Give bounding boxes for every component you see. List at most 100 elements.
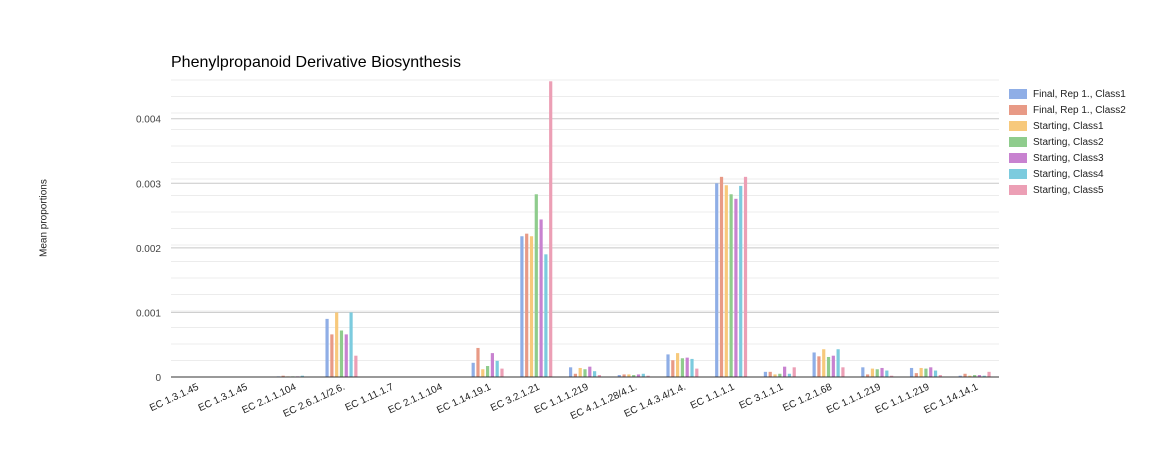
bar — [977, 375, 982, 377]
bar — [773, 374, 777, 377]
bar — [349, 312, 353, 377]
bar — [919, 367, 923, 377]
bar — [729, 194, 733, 377]
chart-legend: Final, Rep 1., Class1 Final, Rep 1., Clas… — [1009, 86, 1126, 198]
bar — [768, 371, 772, 377]
bar — [866, 374, 870, 377]
bar — [817, 356, 821, 377]
legend-swatch — [1009, 105, 1027, 115]
bar — [929, 367, 933, 377]
x-tick-label: EC 1.3.1.45 — [148, 382, 201, 414]
legend-swatch — [1009, 153, 1027, 163]
legend-label: Starting, Class1 — [1033, 120, 1104, 132]
bar — [763, 371, 768, 377]
bar — [583, 369, 587, 377]
bar — [885, 370, 889, 377]
bar — [500, 368, 504, 377]
x-tick-label: EC 2.1.1.104 — [387, 382, 445, 417]
legend-item: Starting, Class1 — [1009, 118, 1126, 134]
legend-swatch — [1009, 169, 1027, 179]
bar — [622, 374, 626, 377]
bar — [481, 369, 485, 377]
bar — [861, 367, 865, 377]
bar — [890, 375, 894, 377]
x-tick-label: EC 1.1.1.219 — [825, 382, 883, 417]
y-tick-label: 0 — [155, 373, 161, 384]
bar — [787, 373, 792, 377]
bar — [617, 375, 621, 377]
bar — [569, 367, 573, 377]
bar — [982, 375, 986, 377]
bar — [826, 356, 831, 377]
bar — [778, 373, 782, 377]
bar — [330, 334, 334, 377]
bar — [836, 349, 840, 377]
bar — [875, 369, 879, 377]
y-tick-label: 0.004 — [136, 115, 161, 126]
bar — [344, 334, 348, 377]
legend-label: Starting, Class4 — [1033, 168, 1104, 180]
bar — [870, 368, 875, 377]
bar — [549, 81, 553, 377]
x-tick-label: EC 1.1.1.1 — [689, 382, 737, 412]
bar — [335, 312, 339, 377]
y-tick-label: 0.003 — [136, 179, 161, 190]
bar — [588, 366, 592, 377]
bar — [281, 375, 285, 377]
bar — [490, 353, 494, 377]
legend-label: Final, Rep 1., Class1 — [1033, 88, 1126, 100]
bar — [783, 366, 787, 377]
bar — [719, 176, 724, 377]
x-tick-label: EC 3.1.1.1 — [738, 382, 786, 412]
legend-swatch — [1009, 121, 1027, 131]
legend-item: Final, Rep 1., Class1 — [1009, 86, 1126, 102]
bar — [880, 367, 884, 377]
legend-item: Starting, Class4 — [1009, 166, 1126, 182]
y-tick-label: 0.002 — [136, 244, 161, 255]
bar — [963, 373, 967, 377]
bar — [743, 176, 748, 377]
y-tick-label: 0.001 — [136, 308, 161, 319]
legend-label: Starting, Class2 — [1033, 136, 1104, 148]
bar — [958, 375, 962, 377]
bar — [597, 375, 601, 377]
legend-item: Starting, Class3 — [1009, 150, 1126, 166]
bar — [933, 370, 938, 377]
legend-label: Starting, Class3 — [1033, 152, 1104, 164]
bar — [841, 367, 845, 377]
bar — [632, 375, 636, 377]
legend-label: Final, Rep 1., Class2 — [1033, 104, 1126, 116]
bar — [325, 318, 329, 377]
bar — [914, 373, 918, 377]
legend-swatch — [1009, 89, 1027, 99]
bar — [715, 183, 719, 377]
bar — [520, 236, 524, 377]
x-tick-label: EC 1.14.19.1 — [435, 382, 493, 417]
legend-label: Starting, Class5 — [1033, 184, 1104, 196]
bar — [968, 375, 972, 377]
bar — [831, 355, 835, 377]
bar — [812, 352, 816, 377]
bar — [680, 358, 685, 377]
bar — [822, 349, 826, 377]
bar — [676, 353, 680, 377]
bar — [471, 362, 475, 377]
bar — [485, 366, 490, 377]
legend-swatch — [1009, 137, 1027, 147]
bar — [734, 198, 738, 377]
bar — [534, 194, 538, 377]
legend-item: Starting, Class2 — [1009, 134, 1126, 150]
bar — [573, 373, 577, 377]
bar — [593, 371, 597, 377]
bar — [792, 367, 796, 377]
bar — [739, 185, 743, 377]
bar — [987, 371, 991, 377]
bar — [339, 330, 344, 377]
bar — [627, 374, 631, 377]
bar — [671, 360, 675, 377]
bar — [476, 347, 480, 377]
bar — [525, 233, 529, 377]
legend-item: Starting, Class5 — [1009, 182, 1126, 198]
bar — [495, 360, 499, 377]
